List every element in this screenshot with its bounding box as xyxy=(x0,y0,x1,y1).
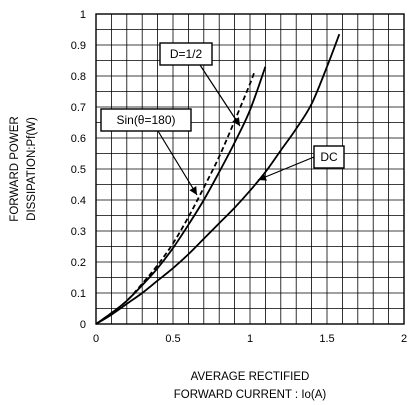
annotation-dc: DC xyxy=(257,145,345,181)
curves xyxy=(95,33,341,325)
series-d-half-line xyxy=(95,66,267,325)
annotation-d-half-box xyxy=(159,42,213,66)
y-tick-label: 1 xyxy=(80,9,86,21)
axis-titles: AVERAGE RECTIFIED FORWARD CURRENT : Io(A)… xyxy=(9,116,326,401)
annotation-sin-180-box xyxy=(100,108,192,132)
series-sin-180-line xyxy=(95,71,256,325)
grid xyxy=(96,14,404,324)
annotation-d-half-label: D=1/2 xyxy=(170,47,203,61)
y-tick-label: 0 xyxy=(80,319,86,331)
y-tick-label: 0.1 xyxy=(71,288,86,300)
annotation-dc-arrow-head xyxy=(258,173,267,181)
x-axis-label-line2: FORWARD CURRENT : Io(A) xyxy=(174,389,327,401)
annotation-dc-arrow-line xyxy=(257,156,315,181)
series-dc-line xyxy=(95,33,341,325)
y-tick-label: 0.4 xyxy=(71,195,86,207)
tick-labels: 0 0.5 1 1.5 2 0 0.1 0.2 0.3 0.4 0.5 0.6 0.7 0.8 0.9 1 xyxy=(71,9,407,345)
x-tick-label: 2 xyxy=(401,333,407,345)
y-axis-label-line2: DISSIPATION:Pf(W) xyxy=(26,117,38,221)
y-tick-label: 0.3 xyxy=(71,226,86,238)
annotation-sin-180: Sin(θ=180) xyxy=(100,108,198,196)
y-tick-label: 0.6 xyxy=(71,133,86,145)
annotation-dc-label: DC xyxy=(320,150,338,164)
y-tick-label: 0.9 xyxy=(71,40,86,52)
y-tick-label: 0.2 xyxy=(71,257,86,269)
annotations: D=1/2 Sin(θ=180) DC xyxy=(100,42,345,196)
annotation-d-half-arrow-line xyxy=(199,64,241,127)
y-tick-label: 0.8 xyxy=(71,71,86,83)
plot-frame xyxy=(95,13,405,325)
x-tick-label: 1.5 xyxy=(319,333,334,345)
x-tick-label: 0 xyxy=(93,333,99,345)
y-axis-label-line1: FORWARD POWER xyxy=(9,116,21,221)
axes xyxy=(95,13,405,325)
x-tick-label: 0.5 xyxy=(165,333,180,345)
annotation-sin-180-arrow-head xyxy=(189,186,197,195)
annotation-sin-180-label: Sin(θ=180) xyxy=(116,113,175,127)
x-axis-label-line1: AVERAGE RECTIFIED xyxy=(191,371,310,383)
annotation-d-half-arrow-head xyxy=(232,117,240,126)
y-tick-label: 0.7 xyxy=(71,102,86,114)
annotation-sin-180-arrow-line xyxy=(157,130,198,196)
annotation-d-half: D=1/2 xyxy=(159,42,241,127)
y-tick-label: 0.5 xyxy=(71,164,86,176)
x-tick-label: 1 xyxy=(247,333,253,345)
